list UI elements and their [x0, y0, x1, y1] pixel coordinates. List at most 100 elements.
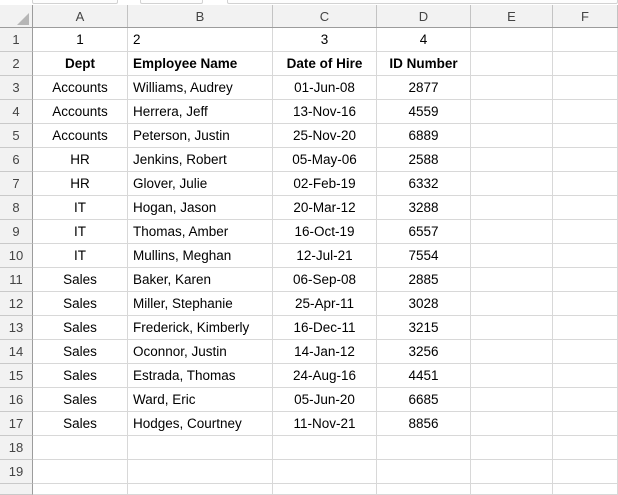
cell-B8[interactable]: Hogan, Jason	[128, 196, 273, 220]
cell-A11[interactable]: Sales	[33, 268, 128, 292]
cell-E17[interactable]	[471, 412, 553, 436]
cell-D12[interactable]: 3028	[377, 292, 471, 316]
cell-F8[interactable]	[553, 196, 618, 220]
row-header-13[interactable]: 13	[0, 316, 33, 340]
cell-A13[interactable]: Sales	[33, 316, 128, 340]
cell-B14[interactable]: Oconnor, Justin	[128, 340, 273, 364]
cell-B10[interactable]: Mullins, Meghan	[128, 244, 273, 268]
cell-B4[interactable]: Herrera, Jeff	[128, 100, 273, 124]
cell-B13[interactable]: Frederick, Kimberly	[128, 316, 273, 340]
column-header-E[interactable]: E	[471, 5, 553, 27]
cell-F15[interactable]	[553, 364, 618, 388]
cell-E15[interactable]	[471, 364, 553, 388]
cell-D10[interactable]: 7554	[377, 244, 471, 268]
cell-D17[interactable]: 8856	[377, 412, 471, 436]
cell-B17[interactable]: Hodges, Courtney	[128, 412, 273, 436]
cell-B2[interactable]: Employee Name	[128, 52, 273, 76]
cell-B5[interactable]: Peterson, Justin	[128, 124, 273, 148]
row-header-4[interactable]: 4	[0, 100, 33, 124]
cell-C1[interactable]: 3	[273, 28, 377, 52]
cell-D15[interactable]: 4451	[377, 364, 471, 388]
cell-D16[interactable]: 6685	[377, 388, 471, 412]
cell-E19[interactable]	[471, 460, 553, 484]
cell-C7[interactable]: 02-Feb-19	[273, 172, 377, 196]
cell-A5[interactable]: Accounts	[33, 124, 128, 148]
cell-C16[interactable]: 05-Jun-20	[273, 388, 377, 412]
cell-D3[interactable]: 2877	[377, 76, 471, 100]
cell-E2[interactable]	[471, 52, 553, 76]
cell-B11[interactable]: Baker, Karen	[128, 268, 273, 292]
row-header-14[interactable]: 14	[0, 340, 33, 364]
select-all-button[interactable]	[0, 5, 33, 27]
cell-C13[interactable]: 16-Dec-11	[273, 316, 377, 340]
cell-A14[interactable]: Sales	[33, 340, 128, 364]
cell-A19[interactable]	[33, 460, 128, 484]
row-header-18[interactable]: 18	[0, 436, 33, 460]
cell-D11[interactable]: 2885	[377, 268, 471, 292]
cell-B20[interactable]	[128, 484, 273, 495]
cell-C11[interactable]: 06-Sep-08	[273, 268, 377, 292]
cell-B18[interactable]	[128, 436, 273, 460]
cell-D6[interactable]: 2588	[377, 148, 471, 172]
cell-F16[interactable]	[553, 388, 618, 412]
cell-D7[interactable]: 6332	[377, 172, 471, 196]
cell-F1[interactable]	[553, 28, 618, 52]
cell-E9[interactable]	[471, 220, 553, 244]
cell-D4[interactable]: 4559	[377, 100, 471, 124]
cell-F3[interactable]	[553, 76, 618, 100]
cell-B12[interactable]: Miller, Stephanie	[128, 292, 273, 316]
cell-C6[interactable]: 05-May-06	[273, 148, 377, 172]
cell-F4[interactable]	[553, 100, 618, 124]
cell-C8[interactable]: 20-Mar-12	[273, 196, 377, 220]
row-header-6[interactable]: 6	[0, 148, 33, 172]
cell-F5[interactable]	[553, 124, 618, 148]
cell-E3[interactable]	[471, 76, 553, 100]
cell-D2[interactable]: ID Number	[377, 52, 471, 76]
row-header-12[interactable]: 12	[0, 292, 33, 316]
cell-C12[interactable]: 25-Apr-11	[273, 292, 377, 316]
row-header-10[interactable]: 10	[0, 244, 33, 268]
cell-C15[interactable]: 24-Aug-16	[273, 364, 377, 388]
cell-A16[interactable]: Sales	[33, 388, 128, 412]
cell-C20[interactable]	[273, 484, 377, 495]
column-header-C[interactable]: C	[273, 5, 377, 27]
row-header-7[interactable]: 7	[0, 172, 33, 196]
cell-D14[interactable]: 3256	[377, 340, 471, 364]
row-header-11[interactable]: 11	[0, 268, 33, 292]
column-header-D[interactable]: D	[377, 5, 471, 27]
cell-A9[interactable]: IT	[33, 220, 128, 244]
row-header-1[interactable]: 1	[0, 28, 33, 52]
cell-F7[interactable]	[553, 172, 618, 196]
row-header-8[interactable]: 8	[0, 196, 33, 220]
cell-B16[interactable]: Ward, Eric	[128, 388, 273, 412]
cell-B6[interactable]: Jenkins, Robert	[128, 148, 273, 172]
row-header-2[interactable]: 2	[0, 52, 33, 76]
cell-C9[interactable]: 16-Oct-19	[273, 220, 377, 244]
cell-A2[interactable]: Dept	[33, 52, 128, 76]
cell-D1[interactable]: 4	[377, 28, 471, 52]
cell-D8[interactable]: 3288	[377, 196, 471, 220]
cell-A4[interactable]: Accounts	[33, 100, 128, 124]
cell-F20[interactable]	[553, 484, 618, 495]
cell-F2[interactable]	[553, 52, 618, 76]
cell-F10[interactable]	[553, 244, 618, 268]
column-header-F[interactable]: F	[553, 5, 618, 27]
cell-D13[interactable]: 3215	[377, 316, 471, 340]
cell-A17[interactable]: Sales	[33, 412, 128, 436]
cell-C10[interactable]: 12-Jul-21	[273, 244, 377, 268]
cell-E12[interactable]	[471, 292, 553, 316]
cell-A8[interactable]: IT	[33, 196, 128, 220]
cell-A10[interactable]: IT	[33, 244, 128, 268]
row-header-15[interactable]: 15	[0, 364, 33, 388]
cell-A6[interactable]: HR	[33, 148, 128, 172]
cell-E6[interactable]	[471, 148, 553, 172]
cell-C19[interactable]	[273, 460, 377, 484]
cell-C17[interactable]: 11-Nov-21	[273, 412, 377, 436]
cell-E13[interactable]	[471, 316, 553, 340]
cell-C14[interactable]: 14-Jan-12	[273, 340, 377, 364]
cell-F19[interactable]	[553, 460, 618, 484]
row-header-9[interactable]: 9	[0, 220, 33, 244]
cell-E8[interactable]	[471, 196, 553, 220]
column-header-A[interactable]: A	[33, 5, 128, 27]
cell-D18[interactable]	[377, 436, 471, 460]
